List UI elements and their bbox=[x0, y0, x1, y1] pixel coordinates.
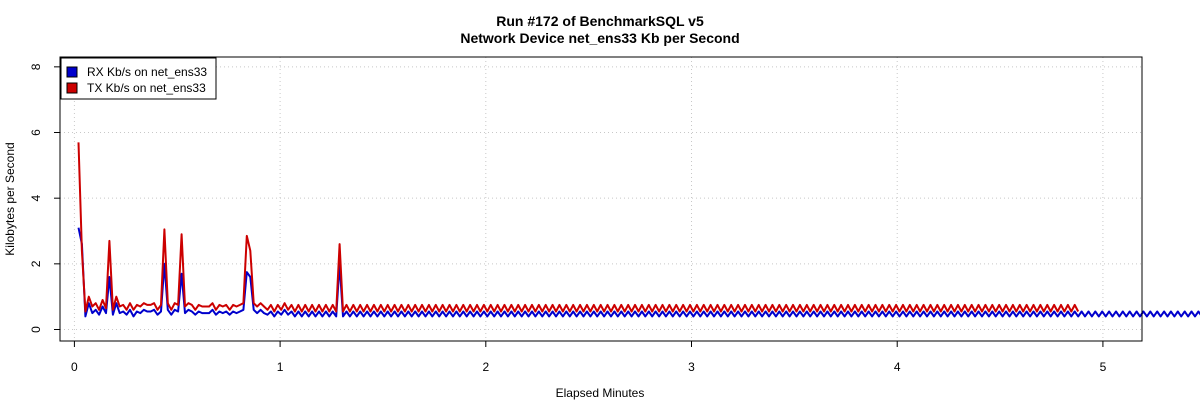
x-tick-label: 4 bbox=[894, 360, 901, 374]
chart-title: Run #172 of BenchmarkSQL v5 bbox=[496, 13, 704, 29]
grid-lines bbox=[60, 57, 1142, 341]
legend-box bbox=[60, 57, 217, 100]
chart-subtitle: Network Device net_ens33 Kb per Second bbox=[460, 30, 739, 46]
series-line-rx bbox=[77, 227, 1200, 318]
legend-swatch-rx bbox=[66, 66, 78, 78]
legend-label-rx: RX Kb/s on net_ens33 bbox=[87, 65, 207, 79]
y-tick-label: 4 bbox=[29, 195, 43, 202]
series-line-tx bbox=[77, 142, 1080, 313]
x-tick-label: 1 bbox=[277, 360, 284, 374]
x-tick-label: 0 bbox=[71, 360, 78, 374]
y-axis-label: Kilobytes per Second bbox=[3, 142, 17, 255]
y-tick-label: 0 bbox=[29, 326, 43, 333]
plot-frame bbox=[59, 56, 1143, 342]
x-tick-label: 2 bbox=[482, 360, 489, 374]
x-axis: 0 1 2 3 4 5 bbox=[71, 341, 1107, 374]
y-tick-label: 8 bbox=[29, 63, 43, 70]
y-axis: 0 2 4 6 8 bbox=[29, 63, 60, 333]
x-axis-label: Elapsed Minutes bbox=[556, 386, 645, 400]
legend-label-tx: TX Kb/s on net_ens33 bbox=[87, 81, 206, 95]
y-tick-label: 2 bbox=[29, 260, 43, 267]
x-tick-label: 3 bbox=[688, 360, 695, 374]
legend: RX Kb/s on net_ens33 TX Kb/s on net_ens3… bbox=[60, 57, 217, 100]
x-tick-label: 5 bbox=[1100, 360, 1107, 374]
series-layer bbox=[77, 142, 1200, 318]
legend-swatch-tx bbox=[66, 82, 78, 94]
y-tick-label: 6 bbox=[29, 129, 43, 136]
